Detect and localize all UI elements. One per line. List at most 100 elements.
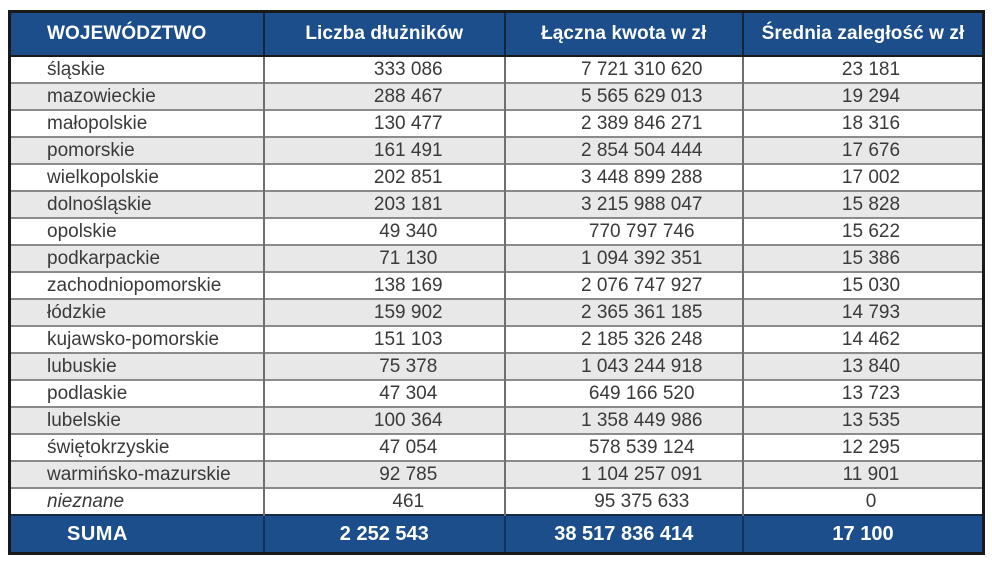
cell-wojewodztwo: lubelskie [9, 406, 265, 434]
cell-wojewodztwo: małopolskie [9, 109, 265, 137]
cell-srednia-zaleglosc: 19 294 [741, 82, 984, 110]
cell-srednia-zaleglosc: 13 723 [741, 379, 984, 407]
cell-wojewodztwo: podkarpackie [9, 244, 265, 272]
table-row: podkarpackie 71 130 1 094 392 351 15 386 [9, 244, 984, 272]
cell-laczna-kwota: 2 185 326 248 [503, 325, 743, 353]
cell-laczna-kwota: 3 448 899 288 [503, 163, 743, 191]
cell-laczna-kwota: 1 104 257 091 [503, 460, 743, 488]
cell-liczba-dluznikow: 288 467 [263, 82, 505, 110]
cell-wojewodztwo: łódzkie [9, 298, 265, 326]
cell-liczba-dluznikow: 333 086 [263, 56, 505, 83]
summary-label: SUMA [9, 514, 265, 554]
cell-laczna-kwota: 2 854 504 444 [503, 136, 743, 164]
cell-liczba-dluznikow: 49 340 [263, 217, 505, 245]
cell-srednia-zaleglosc: 18 316 [741, 109, 984, 137]
cell-liczba-dluznikow: 161 491 [263, 136, 505, 164]
cell-srednia-zaleglosc: 23 181 [741, 56, 984, 83]
cell-srednia-zaleglosc: 11 901 [741, 460, 984, 488]
cell-liczba-dluznikow: 92 785 [263, 460, 505, 488]
cell-wojewodztwo: mazowieckie [9, 82, 265, 110]
cell-liczba-dluznikow: 159 902 [263, 298, 505, 326]
cell-wojewodztwo: wielkopolskie [9, 163, 265, 191]
cell-liczba-dluznikow: 203 181 [263, 190, 505, 218]
table-row: świętokrzyskie 47 054 578 539 124 12 295 [9, 433, 984, 461]
cell-liczba-dluznikow: 138 169 [263, 271, 505, 299]
cell-laczna-kwota: 5 565 629 013 [503, 82, 743, 110]
cell-laczna-kwota: 2 076 747 927 [503, 271, 743, 299]
cell-laczna-kwota: 1 043 244 918 [503, 352, 743, 380]
cell-laczna-kwota: 1 094 392 351 [503, 244, 743, 272]
table-row: lubuskie 75 378 1 043 244 918 13 840 [9, 352, 984, 380]
cell-srednia-zaleglosc: 15 828 [741, 190, 984, 218]
summary-total: 38 517 836 414 [503, 514, 743, 554]
table-row: pomorskie 161 491 2 854 504 444 17 676 [9, 136, 984, 164]
cell-wojewodztwo: warmińsko-mazurskie [9, 460, 265, 488]
table-header: WOJEWÓDZTWO Liczba dłużników Łączna kwot… [9, 11, 984, 57]
table-row: mazowieckie 288 467 5 565 629 013 19 294 [9, 82, 984, 110]
cell-wojewodztwo: zachodniopomorskie [9, 271, 265, 299]
cell-srednia-zaleglosc: 15 030 [741, 271, 984, 299]
cell-wojewodztwo: lubuskie [9, 352, 265, 380]
cell-laczna-kwota: 578 539 124 [503, 433, 743, 461]
cell-laczna-kwota: 7 721 310 620 [503, 56, 743, 83]
table-row: łódzkie 159 902 2 365 361 185 14 793 [9, 298, 984, 326]
cell-srednia-zaleglosc: 14 462 [741, 325, 984, 353]
cell-srednia-zaleglosc: 17 676 [741, 136, 984, 164]
cell-liczba-dluznikow: 71 130 [263, 244, 505, 272]
table-row: warmińsko-mazurskie 92 785 1 104 257 091… [9, 460, 984, 488]
cell-wojewodztwo: śląskie [9, 56, 265, 83]
col-header-wojewodztwo: WOJEWÓDZTWO [9, 11, 265, 57]
table-row: lubelskie 100 364 1 358 449 986 13 535 [9, 406, 984, 434]
summary-average: 17 100 [741, 514, 984, 554]
cell-wojewodztwo: dolnośląskie [9, 190, 265, 218]
cell-laczna-kwota: 649 166 520 [503, 379, 743, 407]
col-header-liczba-dluznikow: Liczba dłużników [263, 11, 505, 57]
cell-wojewodztwo: świętokrzyskie [9, 433, 265, 461]
table-row: opolskie 49 340 770 797 746 15 622 [9, 217, 984, 245]
cell-laczna-kwota: 770 797 746 [503, 217, 743, 245]
cell-laczna-kwota: 2 389 846 271 [503, 109, 743, 137]
table-footer: SUMA 2 252 543 38 517 836 414 17 100 [9, 514, 984, 554]
cell-liczba-dluznikow: 202 851 [263, 163, 505, 191]
cell-wojewodztwo: opolskie [9, 217, 265, 245]
col-header-srednia-zaleglosc: Średnia zaległość w zł [741, 11, 984, 57]
cell-wojewodztwo: podlaskie [9, 379, 265, 407]
header-row: WOJEWÓDZTWO Liczba dłużników Łączna kwot… [9, 11, 984, 57]
summary-debtors: 2 252 543 [263, 514, 505, 554]
cell-liczba-dluznikow: 47 304 [263, 379, 505, 407]
cell-srednia-zaleglosc: 14 793 [741, 298, 984, 326]
cell-wojewodztwo: nieznane [9, 487, 265, 515]
table-row: wielkopolskie 202 851 3 448 899 288 17 0… [9, 163, 984, 191]
cell-laczna-kwota: 1 358 449 986 [503, 406, 743, 434]
table-row: podlaskie 47 304 649 166 520 13 723 [9, 379, 984, 407]
cell-laczna-kwota: 95 375 633 [503, 487, 743, 515]
cell-srednia-zaleglosc: 15 622 [741, 217, 984, 245]
table-body: śląskie 333 086 7 721 310 620 23 181 maz… [9, 56, 984, 515]
cell-liczba-dluznikow: 47 054 [263, 433, 505, 461]
table-row: zachodniopomorskie 138 169 2 076 747 927… [9, 271, 984, 299]
table-row: nieznane 461 95 375 633 0 [9, 487, 984, 515]
cell-srednia-zaleglosc: 0 [741, 487, 984, 515]
col-header-laczna-kwota: Łączna kwota w zł [503, 11, 743, 57]
cell-liczba-dluznikow: 151 103 [263, 325, 505, 353]
cell-srednia-zaleglosc: 15 386 [741, 244, 984, 272]
cell-liczba-dluznikow: 75 378 [263, 352, 505, 380]
cell-srednia-zaleglosc: 17 002 [741, 163, 984, 191]
cell-liczba-dluznikow: 130 477 [263, 109, 505, 137]
summary-row: SUMA 2 252 543 38 517 836 414 17 100 [9, 514, 984, 554]
table-row: dolnośląskie 203 181 3 215 988 047 15 82… [9, 190, 984, 218]
cell-srednia-zaleglosc: 13 840 [741, 352, 984, 380]
cell-wojewodztwo: kujawsko-pomorskie [9, 325, 265, 353]
cell-srednia-zaleglosc: 13 535 [741, 406, 984, 434]
table-row: śląskie 333 086 7 721 310 620 23 181 [9, 56, 984, 83]
cell-wojewodztwo: pomorskie [9, 136, 265, 164]
table-row: małopolskie 130 477 2 389 846 271 18 316 [9, 109, 984, 137]
cell-liczba-dluznikow: 461 [263, 487, 505, 515]
cell-srednia-zaleglosc: 12 295 [741, 433, 984, 461]
cell-laczna-kwota: 3 215 988 047 [503, 190, 743, 218]
cell-liczba-dluznikow: 100 364 [263, 406, 505, 434]
debtors-table: WOJEWÓDZTWO Liczba dłużników Łączna kwot… [8, 10, 985, 555]
table-row: kujawsko-pomorskie 151 103 2 185 326 248… [9, 325, 984, 353]
cell-laczna-kwota: 2 365 361 185 [503, 298, 743, 326]
